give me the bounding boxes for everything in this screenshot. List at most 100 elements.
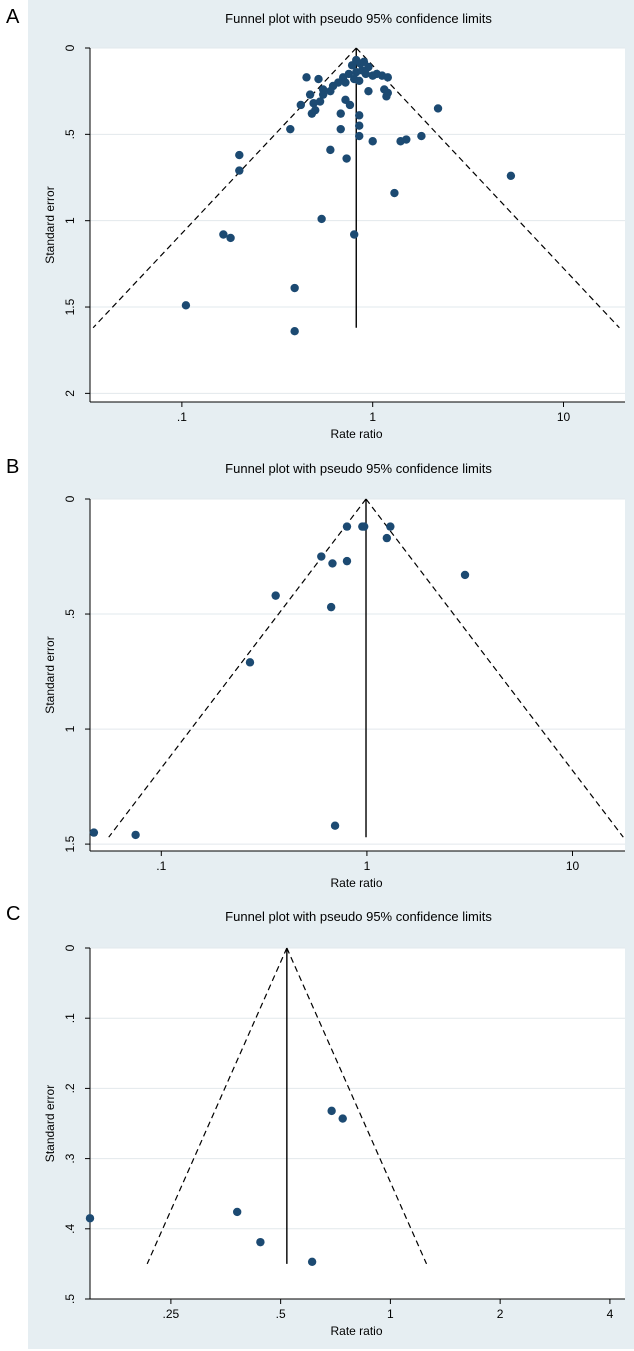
study-point [305,90,315,99]
y-tick-label: .1 [63,1013,77,1023]
study-point [361,69,370,79]
y-tick-label: 0 [63,495,77,502]
study-point [364,86,373,96]
study-point [506,171,516,180]
study-point [314,74,323,84]
y-tick-label: 1 [63,725,77,732]
study-point [352,67,361,77]
y-tick-label: .5 [63,129,77,139]
study-point [383,73,393,82]
x-tick-label: .5 [276,1307,286,1321]
y-tick-label: 0 [63,44,77,51]
x-tick-label: 4 [607,1307,614,1321]
ci-limit-right [365,498,624,838]
study-point [235,150,244,160]
y-axis-label: Standard error [43,1085,57,1162]
x-tick-label: 10 [557,410,571,424]
study-point [326,602,336,612]
study-point [336,109,345,118]
y-axis-label: Standard error [43,186,57,263]
study-point [256,1237,265,1247]
chart-panel-b: Funnel plot with pseudo 95% confidence l… [28,450,634,898]
x-tick-label: .1 [156,859,166,873]
study-point [382,533,392,543]
study-point [341,78,350,87]
chart-panel-a: Funnel plot with pseudo 95% confidence l… [28,0,634,450]
study-point [309,99,318,108]
chart-title: Funnel plot with pseudo 95% confidence l… [225,11,492,26]
study-point [131,830,140,840]
y-tick-label: .5 [63,1294,77,1304]
study-point [271,591,280,600]
study-point [368,137,377,146]
study-point [342,556,352,566]
study-point [355,121,364,130]
study-point [286,124,295,134]
study-point [317,214,326,224]
y-tick-label: 1.5 [63,298,77,315]
y-tick-label: .3 [63,1153,77,1163]
study-point [245,658,255,667]
ci-limit-right [286,947,428,1265]
study-point [460,570,470,580]
y-tick-label: .4 [63,1223,77,1233]
study-point [402,135,411,144]
study-point [302,73,311,82]
study-point [342,154,351,163]
ci-limit-left [146,947,288,1265]
y-tick-label: .5 [63,609,77,619]
chart-title: Funnel plot with pseudo 95% confidence l… [225,909,492,924]
panel-label-c: C [6,903,21,925]
study-point [386,522,395,531]
study-point [336,124,345,134]
study-point [315,97,325,106]
study-point [296,100,306,110]
study-point [330,821,340,830]
study-point [318,90,328,99]
study-point [89,828,99,837]
x-tick-label: 10 [566,859,580,873]
study-point [226,233,235,243]
x-tick-label: .1 [177,410,187,424]
x-tick-label: 2 [497,1307,504,1321]
chart-title: Funnel plot with pseudo 95% confidence l… [225,461,492,476]
study-point [355,131,364,141]
study-point [350,230,359,239]
study-point [307,1257,317,1266]
x-axis-label: Rate ratio [330,876,382,890]
x-tick-label: 1 [364,859,371,873]
study-point [364,62,373,72]
study-point [328,559,337,568]
y-tick-label: 1.5 [63,835,77,852]
study-point [85,1214,95,1223]
plot-area [90,48,625,402]
chart-panel-c: Funnel plot with pseudo 95% confidence l… [28,898,634,1349]
study-point [433,104,443,113]
study-point [232,1207,242,1217]
x-tick-label: 1 [387,1307,394,1321]
x-tick-label: .25 [163,1307,180,1321]
study-point [326,145,335,155]
study-point [347,61,357,70]
study-point [390,188,399,198]
study-point [417,131,426,141]
study-point [338,1114,347,1123]
x-tick-label: 1 [369,410,376,424]
study-point [359,522,369,531]
x-axis-label: Rate ratio [330,1324,382,1338]
study-point [290,283,299,293]
panel-label-a: A [6,6,20,28]
y-tick-label: 0 [63,944,77,951]
study-point [345,100,355,110]
panel-label-b: B [6,456,20,478]
study-point [235,166,244,175]
ci-limit-right [355,47,620,329]
y-tick-label: .2 [63,1083,77,1093]
study-point [326,86,335,96]
study-point [307,109,317,118]
study-point [181,301,191,310]
study-point [355,76,364,86]
study-point [290,327,299,336]
study-point [327,1106,336,1116]
